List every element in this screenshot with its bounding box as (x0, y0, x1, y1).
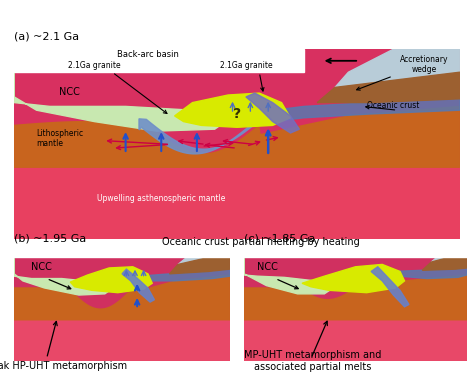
Text: 2.1Ga granite: 2.1Ga granite (68, 62, 121, 70)
Bar (14, 320, 230, 361)
Bar (244, 243, 467, 257)
Bar (14, 243, 230, 257)
Polygon shape (259, 99, 460, 122)
Polygon shape (317, 72, 460, 103)
Text: Back-arc basin: Back-arc basin (117, 50, 179, 59)
Text: Peak HP-UHT metamorphism: Peak HP-UHT metamorphism (0, 361, 128, 370)
Text: Lithospheric
mantle: Lithospheric mantle (36, 129, 83, 149)
Polygon shape (170, 253, 230, 274)
Text: NCC: NCC (59, 87, 80, 97)
Polygon shape (246, 93, 300, 133)
Polygon shape (335, 49, 460, 87)
Polygon shape (14, 49, 228, 131)
Polygon shape (139, 269, 230, 281)
Text: NCC: NCC (31, 262, 52, 272)
Polygon shape (302, 264, 404, 293)
Text: (b) ~1.95 Ga: (b) ~1.95 Ga (14, 233, 86, 243)
Bar (14, 167, 460, 239)
Polygon shape (244, 275, 467, 320)
Polygon shape (70, 267, 152, 293)
Polygon shape (178, 243, 230, 264)
Text: MP-UHT metamorphism and
associated partial melts: MP-UHT metamorphism and associated parti… (244, 350, 382, 372)
Polygon shape (14, 243, 113, 295)
Text: Accretionary
wedge: Accretionary wedge (400, 55, 448, 74)
Text: NCC: NCC (257, 262, 278, 272)
Bar (244, 320, 467, 361)
Polygon shape (244, 243, 333, 294)
Text: Upwelling asthenospheric mantle: Upwelling asthenospheric mantle (97, 195, 226, 203)
Text: Oceanic crust: Oceanic crust (367, 101, 419, 110)
Polygon shape (391, 268, 467, 279)
Polygon shape (422, 253, 467, 270)
Bar (14, 49, 304, 72)
Polygon shape (122, 269, 155, 302)
Polygon shape (371, 267, 409, 307)
Polygon shape (139, 119, 259, 154)
Text: (c) ~1.85 Ga: (c) ~1.85 Ga (244, 233, 316, 243)
Text: 2.1Ga granite: 2.1Ga granite (219, 62, 272, 70)
Text: Oceanic crust partial melting by heating: Oceanic crust partial melting by heating (162, 237, 360, 247)
Polygon shape (431, 243, 467, 262)
Text: ?: ? (233, 107, 241, 121)
Polygon shape (174, 93, 291, 127)
Text: (a) ~2.1 Ga: (a) ~2.1 Ga (14, 32, 79, 42)
Polygon shape (14, 106, 460, 167)
Polygon shape (14, 275, 230, 320)
